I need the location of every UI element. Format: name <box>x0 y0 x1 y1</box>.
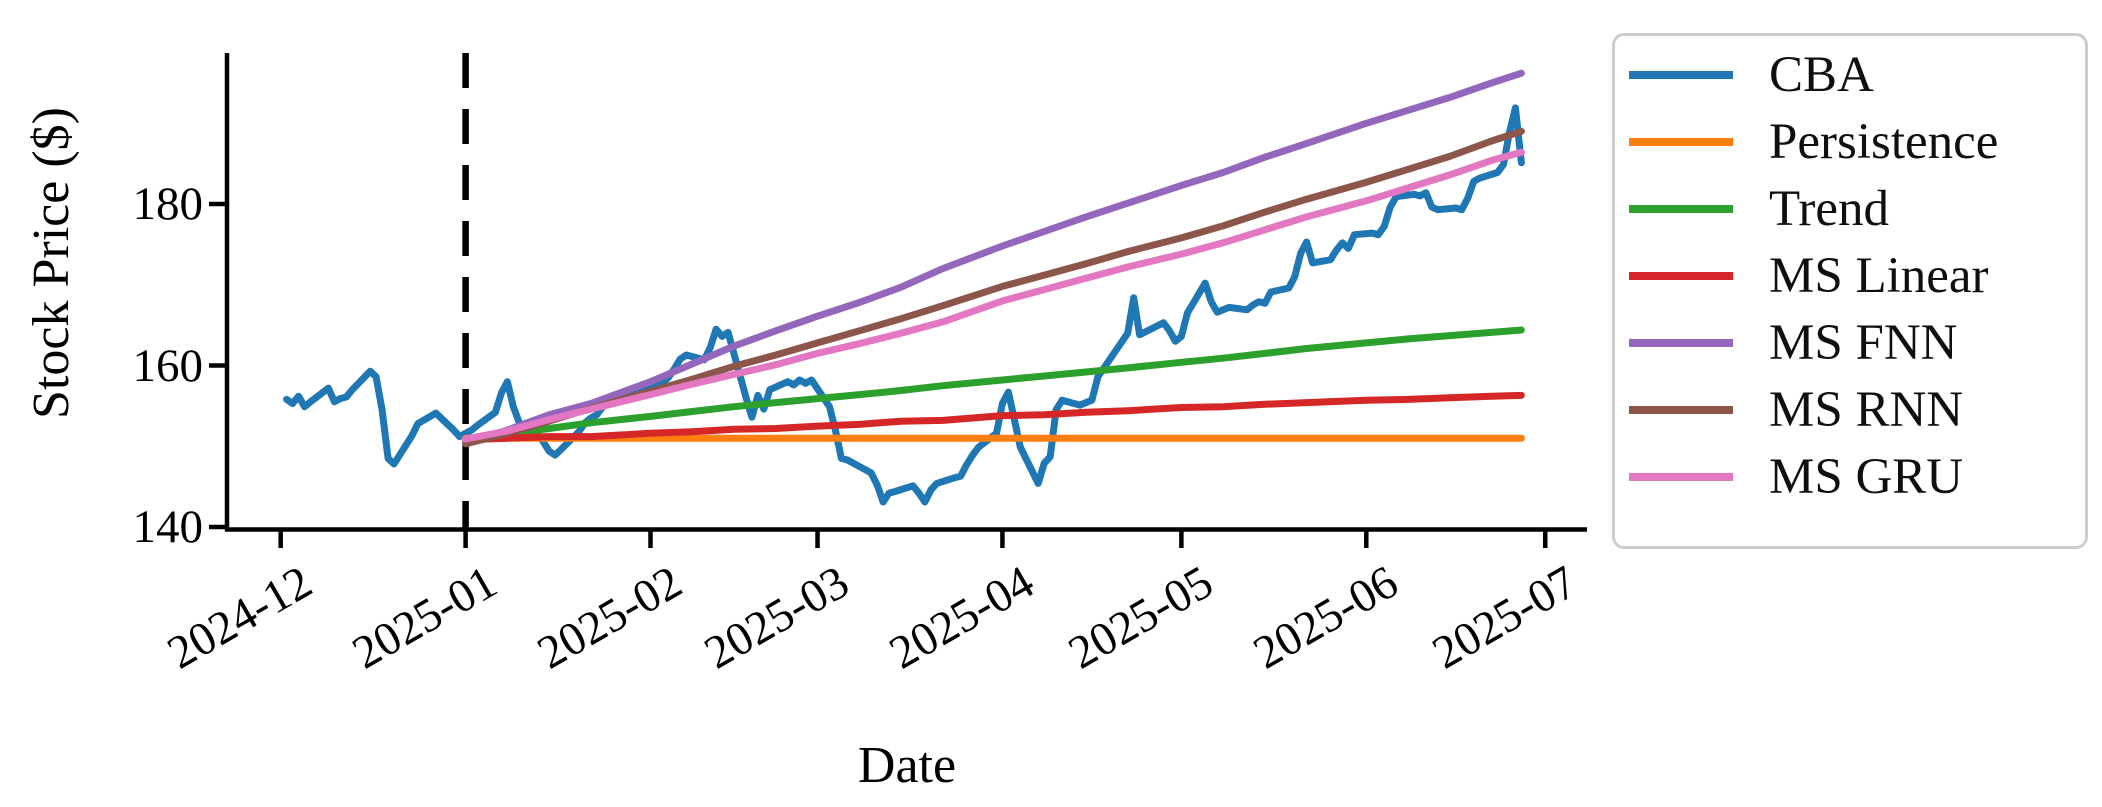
legend-label: MS RNN <box>1769 381 1964 438</box>
series-line-cba <box>283 104 1525 506</box>
series-line-trend <box>462 326 1525 444</box>
legend-swatch-ms-rnn <box>1629 405 1733 414</box>
legend-item: CBA <box>1615 41 2085 108</box>
y-tick-label: 140 <box>132 501 204 553</box>
y-tick-label: 160 <box>132 339 204 392</box>
legend-swatch-ms-gru <box>1629 472 1733 481</box>
y-axis-label: Stock Price ($) <box>23 107 80 419</box>
legend-swatch-ms-fnn <box>1629 338 1733 347</box>
legend-swatch-ms-linear <box>1629 271 1733 280</box>
legend-item: MS GRU <box>1615 443 2085 510</box>
legend-swatch-trend <box>1629 204 1733 213</box>
legend-label: Trend <box>1769 180 1889 237</box>
x-axis-label: Date <box>857 737 957 794</box>
legend-label: MS GRU <box>1769 448 1964 505</box>
legend: CBA Persistence Trend MS Linear MS FNN MS RNN… <box>1612 33 2088 549</box>
legend-label: MS FNN <box>1769 314 1958 371</box>
legend-item: MS FNN <box>1615 309 2085 376</box>
legend-label: MS Linear <box>1769 247 1989 304</box>
y-tick-label: 180 <box>132 178 204 230</box>
legend-label: Persistence <box>1769 113 1999 170</box>
legend-swatch-persistence <box>1629 137 1733 146</box>
legend-swatch-cba <box>1629 70 1733 79</box>
legend-item: Persistence <box>1615 108 2085 175</box>
legend-item: Trend <box>1615 175 2085 242</box>
legend-item: MS RNN <box>1615 376 2085 443</box>
series-line-ms-fnn <box>462 69 1525 447</box>
series-line-ms-linear <box>462 391 1525 444</box>
legend-label: CBA <box>1769 46 1874 103</box>
legend-item: MS Linear <box>1615 242 2085 309</box>
series-line-ms-gru <box>462 148 1525 443</box>
